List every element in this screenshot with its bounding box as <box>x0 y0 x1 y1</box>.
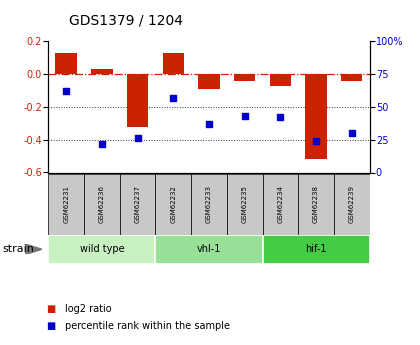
Text: GSM62234: GSM62234 <box>277 186 284 223</box>
Bar <box>298 174 334 235</box>
Bar <box>234 74 255 81</box>
Bar <box>48 174 84 235</box>
Bar <box>91 69 113 74</box>
Bar <box>270 74 291 86</box>
Point <box>63 88 70 94</box>
Point <box>98 141 105 146</box>
Text: wild type: wild type <box>79 244 124 254</box>
Text: GSM62232: GSM62232 <box>170 186 176 223</box>
Text: log2 ratio: log2 ratio <box>65 304 112 314</box>
Text: GSM62238: GSM62238 <box>313 185 319 224</box>
Bar <box>48 235 155 264</box>
Text: strain: strain <box>2 244 34 254</box>
Bar <box>334 174 370 235</box>
Text: GSM62235: GSM62235 <box>241 186 248 223</box>
Bar <box>84 174 120 235</box>
Bar <box>155 174 191 235</box>
Text: ■: ■ <box>46 321 55 331</box>
Polygon shape <box>25 244 42 255</box>
Text: vhl-1: vhl-1 <box>197 244 221 254</box>
Text: hif-1: hif-1 <box>305 244 327 254</box>
Text: GSM62237: GSM62237 <box>134 185 141 224</box>
Point <box>241 114 248 119</box>
Point <box>312 138 319 144</box>
Bar <box>227 174 262 235</box>
Text: ■: ■ <box>46 304 55 314</box>
Bar <box>155 235 262 264</box>
Text: GSM62233: GSM62233 <box>206 185 212 224</box>
Bar <box>341 74 362 81</box>
Bar <box>127 74 148 127</box>
Bar <box>305 74 327 159</box>
Text: GSM62236: GSM62236 <box>99 185 105 224</box>
Text: GDS1379 / 1204: GDS1379 / 1204 <box>69 14 183 28</box>
Bar <box>262 235 370 264</box>
Bar <box>163 53 184 74</box>
Bar <box>55 53 77 74</box>
Bar <box>262 174 298 235</box>
Point <box>206 121 212 127</box>
Point <box>170 95 177 100</box>
Point <box>134 136 141 141</box>
Text: GSM62231: GSM62231 <box>63 185 69 224</box>
Text: GSM62239: GSM62239 <box>349 185 355 224</box>
Bar <box>191 174 227 235</box>
Bar <box>120 174 155 235</box>
Point <box>277 115 284 120</box>
Text: percentile rank within the sample: percentile rank within the sample <box>65 321 230 331</box>
Bar <box>198 74 220 89</box>
Point <box>349 130 355 136</box>
